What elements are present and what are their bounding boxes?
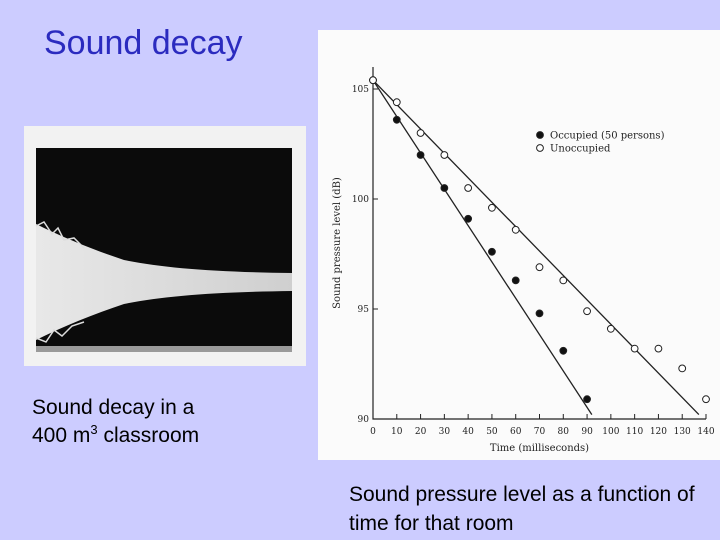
series-1-point [464, 184, 473, 192]
decay-chart: 0 10 20 30 40 50 60 70 80 90 100 110 120 130 140 90 95 10… [332, 67, 715, 454]
series-1-point [583, 307, 591, 316]
x-tick-label: 120 [650, 427, 667, 437]
x-tick-label: 40 [462, 427, 474, 437]
x-tick-label: 50 [486, 427, 498, 437]
chart-panel: 0 10 20 30 40 50 60 70 80 90 100 110 120 130 140 90 95 10… [318, 30, 720, 460]
y-tick-label: 90 [358, 415, 370, 425]
series-0-fit-line [372, 79, 593, 415]
legend-marker [536, 131, 544, 139]
left-caption: Sound decay in a 400 m3 classroom [32, 394, 292, 450]
right-caption: Sound pressure level as a function of ti… [349, 483, 695, 535]
series-1-point [369, 76, 377, 85]
x-tick-label: 60 [510, 427, 522, 437]
y-tick-label: 105 [352, 85, 369, 95]
legend-label: Occupied (50 persons) [550, 131, 665, 142]
x-tick-label: 0 [370, 427, 376, 437]
series-1-point [630, 344, 639, 353]
x-tick-label: 80 [558, 427, 570, 437]
series-0-point [392, 115, 401, 124]
left-caption-suffix: classroom [97, 424, 200, 447]
series-0-point [511, 276, 520, 285]
y-tick-label: 95 [358, 305, 370, 315]
left-caption-line2: 400 m3 classroom [32, 422, 292, 450]
left-caption-sup: 3 [90, 422, 98, 437]
x-tick-label: 30 [439, 427, 451, 437]
series-1-point [511, 225, 520, 234]
left-caption-line1: Sound decay in a [32, 396, 195, 419]
chart-axes [372, 67, 706, 420]
x-tick-label: 20 [415, 427, 427, 437]
y-tick-label: 100 [352, 195, 369, 205]
series-1-point [606, 324, 615, 333]
x-tick-label: 100 [602, 427, 619, 437]
legend-label: Unoccupied [550, 144, 611, 155]
series-1-point [416, 129, 425, 137]
series-1-point [440, 151, 449, 159]
x-tick-label: 90 [581, 427, 593, 437]
series-1-point [392, 98, 401, 107]
series-1-point [535, 263, 544, 272]
slide-title: Sound decay [44, 24, 243, 62]
series-1-point [678, 364, 687, 373]
x-tick-label: 110 [626, 427, 643, 437]
legend-marker [536, 144, 544, 152]
series-0-point [440, 184, 449, 192]
series-1-point [488, 203, 496, 212]
left-caption-prefix: 400 m [32, 424, 91, 447]
sound-decay-image [24, 126, 306, 366]
y-axis-label: Sound pressure level (dB) [332, 177, 343, 309]
series-0-point [583, 395, 591, 404]
x-axis-label: Time (milliseconds) [490, 443, 589, 454]
x-tick-label: 10 [391, 427, 403, 437]
x-tick-label: 140 [697, 427, 714, 437]
series-1-point [702, 395, 710, 404]
series-0-point [535, 309, 544, 318]
series-0-point [464, 214, 473, 223]
x-tick-label: 70 [534, 427, 546, 437]
series-1-point [654, 344, 663, 353]
series-1-fit-line [372, 79, 700, 416]
series-1-point [559, 276, 568, 285]
series-0-point [559, 346, 568, 355]
x-tick-label: 130 [674, 427, 691, 437]
series-0-point [416, 151, 425, 159]
series-0-point [488, 247, 496, 256]
